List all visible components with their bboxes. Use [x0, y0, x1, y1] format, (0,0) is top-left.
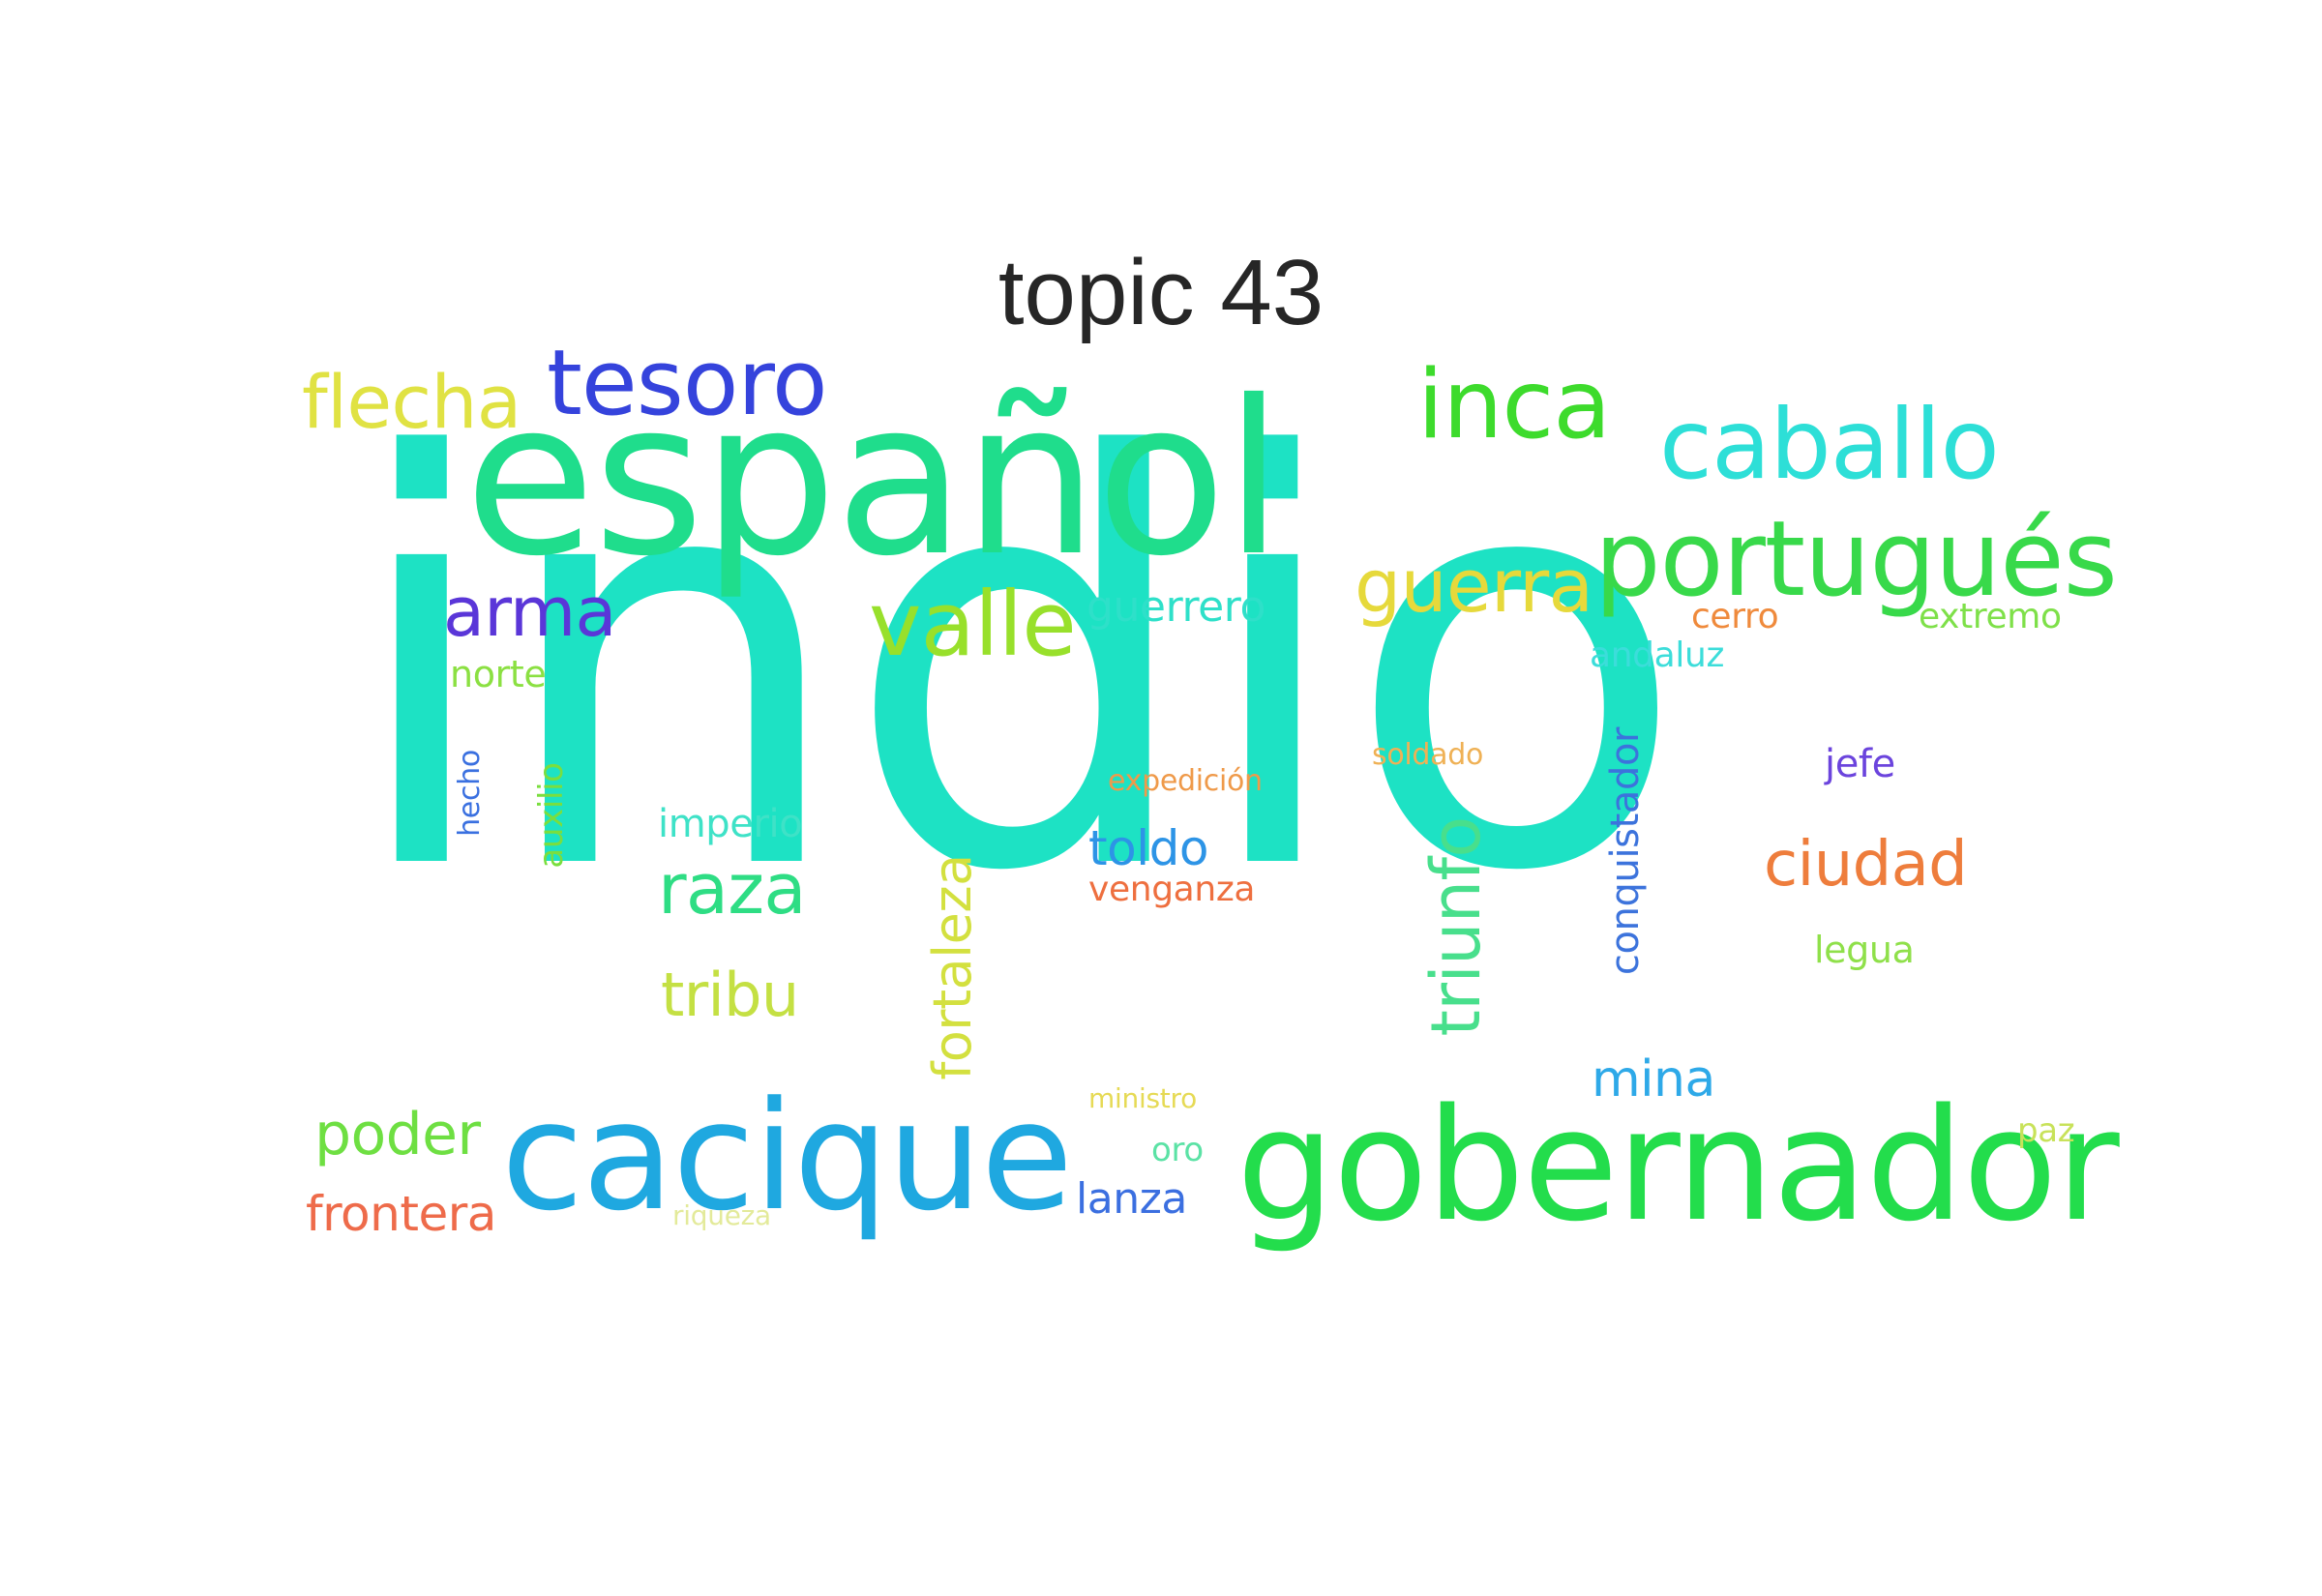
word-auxilio: auxilio: [532, 762, 571, 869]
word-venganza: venganza: [1088, 870, 1256, 909]
word-gobernador: gobernador: [1236, 1075, 2120, 1256]
word-guerrero: guerrero: [1087, 582, 1265, 632]
word-ciudad: ciudad: [1764, 829, 1968, 901]
word-andaluz: andaluz: [1590, 635, 1724, 675]
word-expedicion: expedición: [1108, 764, 1263, 798]
word-conquistador: conquistador: [1603, 726, 1648, 976]
word-lanza: lanza: [1076, 1174, 1187, 1224]
word-riqueza: riqueza: [672, 1199, 771, 1231]
word-inca: inca: [1417, 350, 1611, 460]
word-frontera: frontera: [306, 1186, 496, 1242]
word-cacique: cacique: [501, 1069, 1073, 1244]
word-mina: mina: [1592, 1050, 1715, 1108]
word-cerro: cerro: [1691, 597, 1779, 636]
word-toldo: toldo: [1088, 820, 1208, 876]
word-tribu: tribu: [661, 960, 799, 1030]
word-caballo: caballo: [1659, 388, 2000, 501]
word-valle: valle: [869, 573, 1077, 676]
word-arma: arma: [443, 573, 616, 652]
word-hecho: hecho: [453, 750, 487, 837]
word-jefe: jefe: [1825, 742, 1895, 786]
word-oro: oro: [1151, 1131, 1204, 1169]
word-triunfo: triunfo: [1416, 816, 1496, 1037]
word-extremo: extremo: [1919, 597, 2062, 636]
chart-title: topic 43: [997, 241, 1325, 344]
word-espanol: español: [464, 355, 1283, 603]
word-paz: paz: [2017, 1111, 2075, 1150]
word-ministro: ministro: [1088, 1082, 1197, 1114]
word-soldado: soldado: [1372, 738, 1484, 772]
word-poder: poder: [314, 1101, 481, 1168]
word-tesoro: tesoro: [547, 331, 828, 436]
word-indio: indio: [343, 340, 1688, 993]
word-flecha: flecha: [302, 359, 521, 445]
word-guerra: guerra: [1354, 543, 1593, 629]
word-legua: legua: [1814, 929, 1915, 971]
word-portugues: portugués: [1594, 499, 2118, 620]
word-imperio: imperio: [658, 802, 803, 846]
word-norte: norte: [450, 653, 547, 695]
word-fortaleza: fortaleza: [922, 854, 983, 1080]
word-raza: raza: [658, 848, 806, 930]
